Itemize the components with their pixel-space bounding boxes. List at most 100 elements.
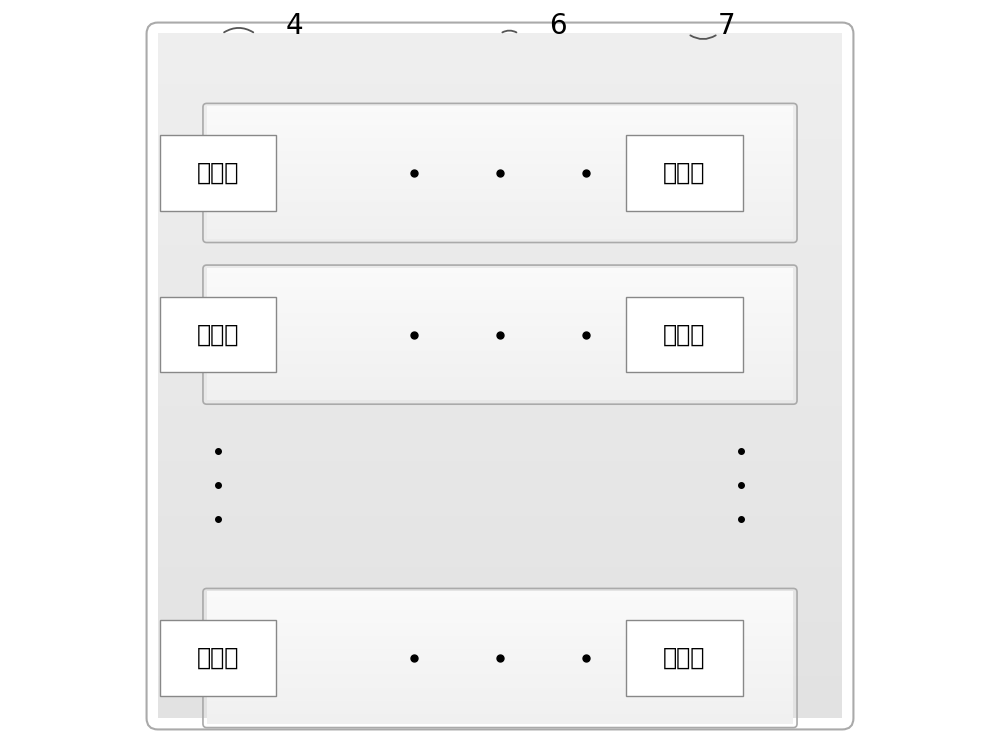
Bar — [207, 608, 793, 609]
Bar — [207, 237, 793, 239]
Bar — [158, 276, 842, 280]
Bar — [158, 132, 842, 137]
Bar — [158, 57, 842, 61]
Bar — [207, 159, 793, 161]
Bar — [207, 599, 793, 602]
Bar — [207, 397, 793, 399]
Bar — [158, 693, 842, 698]
Bar — [158, 700, 842, 705]
Bar — [207, 308, 793, 310]
Bar — [158, 71, 842, 75]
Bar — [207, 649, 793, 651]
Bar — [207, 383, 793, 384]
Bar — [207, 643, 793, 644]
Bar — [158, 208, 842, 212]
Bar — [207, 320, 793, 323]
Bar — [207, 175, 793, 177]
Bar — [207, 620, 793, 623]
Bar — [207, 125, 793, 127]
Bar — [207, 211, 793, 212]
Bar — [158, 402, 842, 407]
Bar — [158, 166, 842, 171]
Bar — [158, 622, 842, 626]
Bar — [207, 706, 793, 708]
Bar — [158, 669, 842, 674]
Bar — [158, 341, 842, 345]
Bar — [158, 481, 842, 486]
Bar — [158, 529, 842, 533]
Bar — [158, 265, 842, 270]
Bar — [158, 324, 842, 328]
Bar — [158, 33, 842, 38]
Bar — [207, 353, 793, 356]
Bar — [207, 635, 793, 637]
Text: 4: 4 — [286, 12, 303, 41]
Bar — [207, 205, 793, 207]
Bar — [207, 111, 793, 112]
Bar — [158, 546, 842, 550]
Bar — [158, 163, 842, 167]
Bar — [158, 283, 842, 287]
Bar — [158, 638, 842, 643]
Bar — [158, 320, 842, 325]
Bar — [158, 584, 842, 588]
Bar — [207, 220, 793, 222]
Bar — [158, 605, 842, 608]
Bar — [207, 213, 793, 215]
Bar — [207, 209, 793, 211]
Bar — [158, 464, 842, 468]
Bar — [158, 587, 842, 592]
Bar — [207, 225, 793, 227]
Bar — [207, 195, 793, 197]
Bar — [207, 184, 793, 186]
Bar — [207, 390, 793, 393]
Bar — [158, 560, 842, 564]
Bar — [158, 508, 842, 513]
Bar — [158, 663, 842, 667]
Bar — [207, 663, 793, 665]
Bar — [158, 108, 842, 113]
Bar — [207, 715, 793, 717]
Bar — [160, 620, 276, 696]
Bar — [207, 165, 793, 168]
Bar — [207, 149, 793, 150]
Bar — [158, 687, 842, 691]
Bar — [207, 226, 793, 229]
Bar — [158, 574, 842, 578]
Bar — [207, 689, 793, 691]
Bar — [207, 154, 793, 156]
Bar — [207, 376, 793, 378]
Bar — [158, 704, 842, 708]
Bar — [207, 123, 793, 126]
Bar — [158, 440, 842, 444]
Bar — [207, 183, 793, 185]
Bar — [207, 217, 793, 219]
Bar — [158, 74, 842, 78]
Bar — [207, 371, 793, 373]
Bar — [207, 156, 793, 159]
Bar — [207, 384, 793, 386]
Bar — [158, 611, 842, 615]
Bar — [207, 196, 793, 198]
Bar — [207, 160, 793, 162]
Bar — [207, 141, 793, 143]
Bar — [158, 629, 842, 632]
Bar — [207, 362, 793, 365]
Bar — [207, 602, 793, 604]
Bar — [207, 719, 793, 721]
Bar — [158, 635, 842, 639]
Bar — [158, 197, 842, 202]
Bar — [207, 179, 793, 181]
Bar — [207, 274, 793, 277]
Bar — [207, 288, 793, 290]
Bar — [207, 650, 793, 653]
Bar — [207, 113, 793, 115]
Bar — [158, 447, 842, 451]
Bar — [207, 269, 793, 271]
Bar — [158, 437, 842, 441]
Bar — [158, 625, 842, 629]
Bar — [207, 601, 793, 603]
Bar — [158, 532, 842, 537]
Bar — [158, 245, 842, 250]
Bar — [207, 722, 793, 723]
